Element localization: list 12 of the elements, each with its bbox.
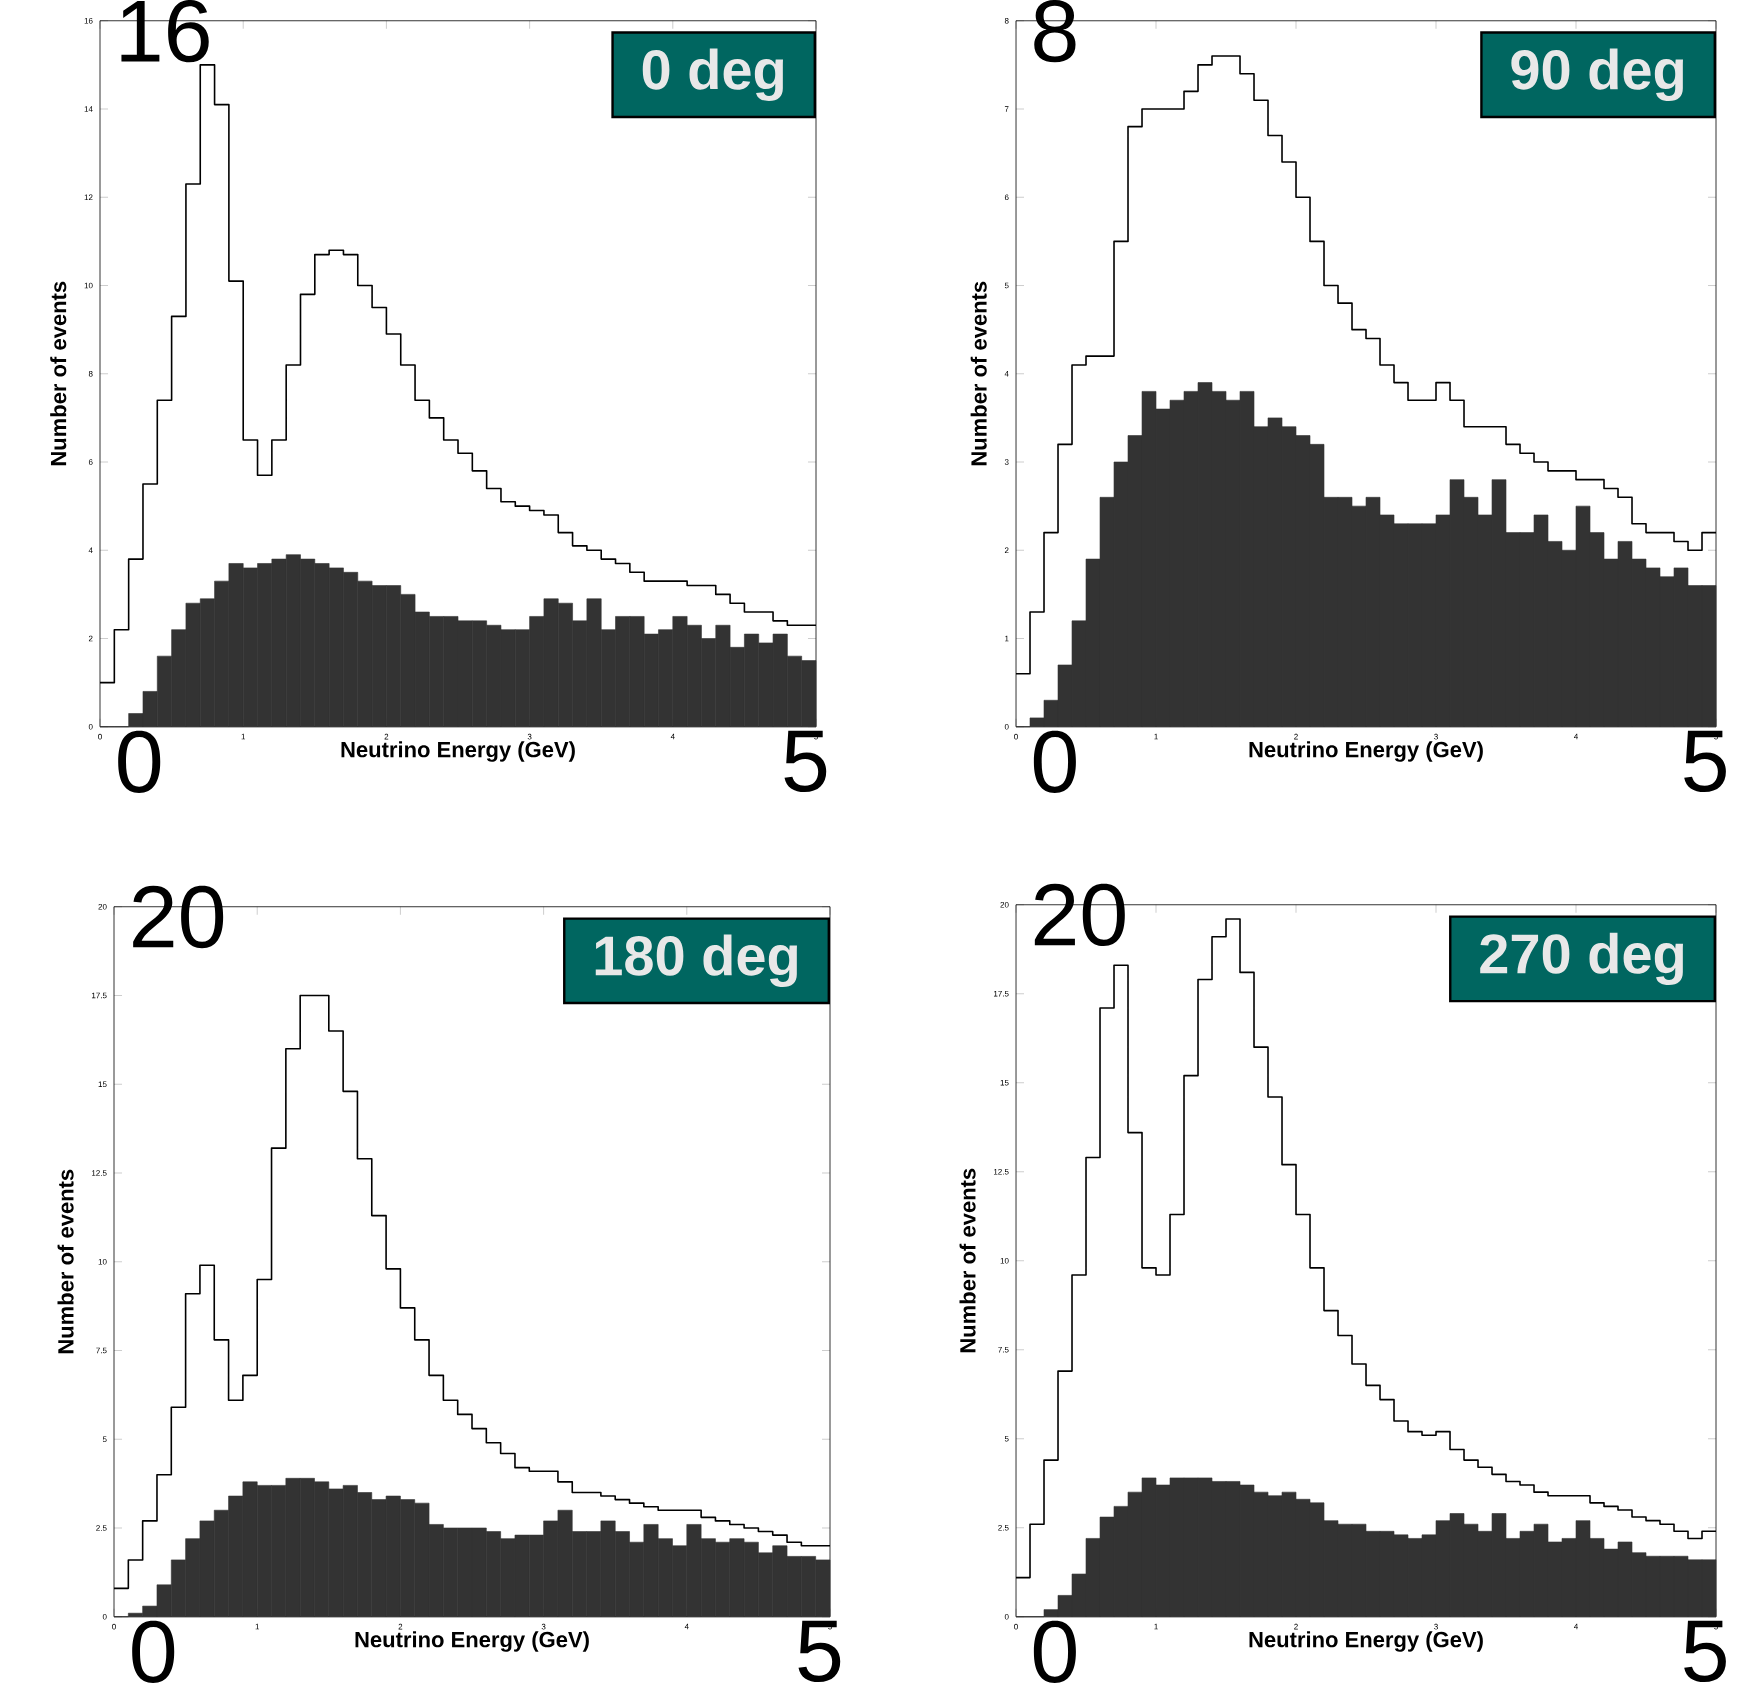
chart-title: 270 deg <box>1480 932 1683 985</box>
x-axis-title: Neutrino Energy (GeV) <box>1249 1630 1483 1652</box>
chart-title: 180 deg <box>595 934 797 987</box>
x-axis-title: Neutrino Energy (GeV) <box>341 740 575 762</box>
x-axis-title: Neutrino Energy (GeV) <box>1249 740 1483 762</box>
chart-title: 90 deg <box>1511 48 1683 101</box>
y-axis-title: Number of events <box>959 1168 976 1352</box>
chart-title: 0 deg <box>642 48 783 101</box>
x-axis-title: Neutrino Energy (GeV) <box>355 1630 589 1652</box>
y-axis-title: Number of events <box>970 281 987 465</box>
y-axis-title: Number of events <box>50 281 67 465</box>
y-axis-title: Number of events <box>57 1169 74 1353</box>
